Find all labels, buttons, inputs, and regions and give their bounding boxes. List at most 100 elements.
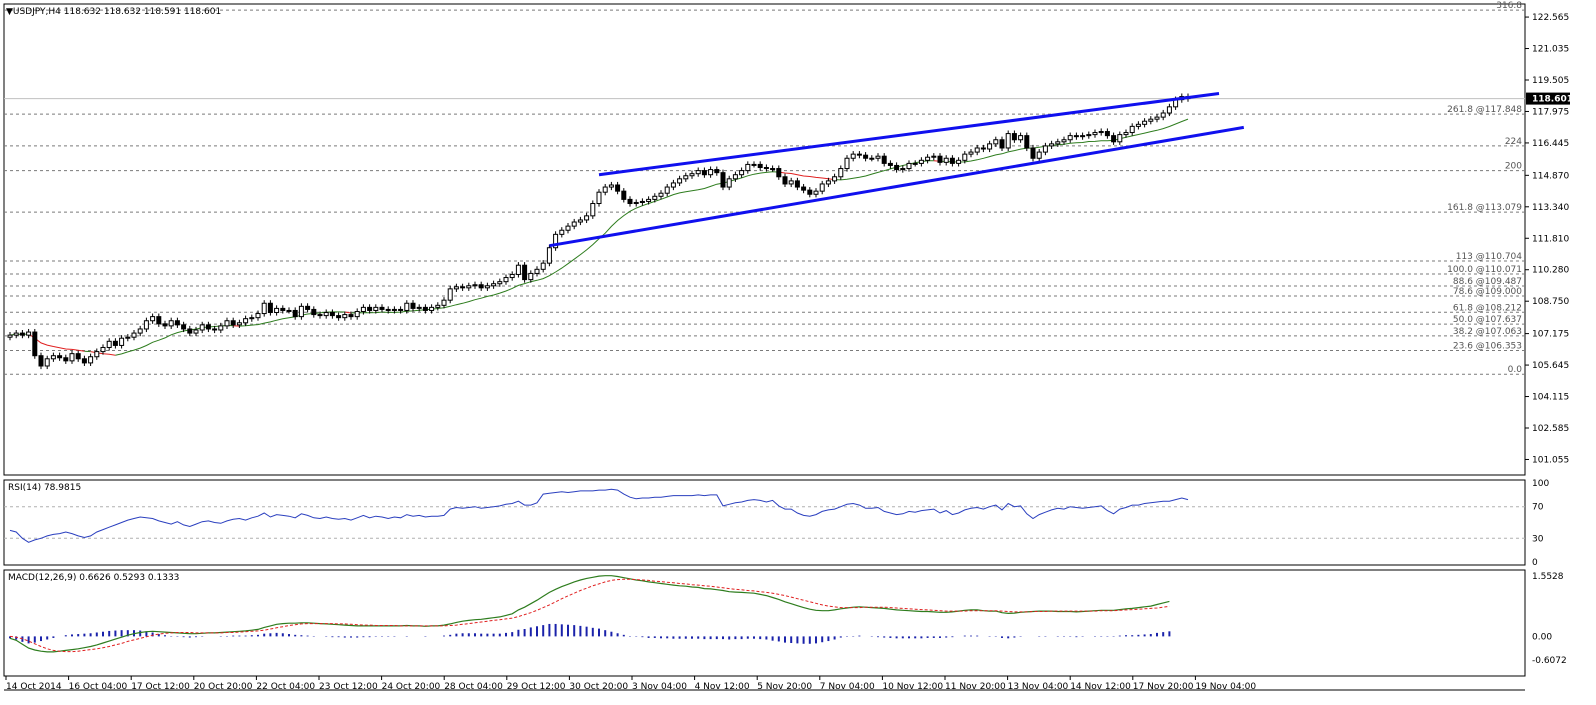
price-axis-label: 117.975 xyxy=(1532,107,1569,117)
trend-channel-lower[interactable] xyxy=(549,125,1245,248)
time-axis-label: 30 Oct 20:00 xyxy=(569,682,628,692)
candle-body xyxy=(949,157,955,164)
candle-body xyxy=(342,314,348,319)
price-axis-label: 110.280 xyxy=(1532,266,1569,276)
price-axis-label: 116.445 xyxy=(1532,139,1569,149)
fib-level-label: 100.0 @110.071 xyxy=(1447,265,1522,275)
rsi-line xyxy=(9,488,1189,543)
time-axis-label: 16 Oct 04:00 xyxy=(69,682,128,692)
candle-body xyxy=(447,288,453,301)
candle-body xyxy=(1067,135,1073,141)
candle-body xyxy=(937,155,943,163)
candle-body xyxy=(1154,116,1160,120)
macd-signal-line xyxy=(9,578,1170,653)
candle-body xyxy=(695,170,701,175)
fib-level-label: 38.2 @107.063 xyxy=(1453,327,1522,337)
candle-body xyxy=(274,307,280,314)
candle-body xyxy=(1036,151,1042,159)
time-axis-label: 20 Oct 20:00 xyxy=(194,682,253,692)
candle-body xyxy=(1142,120,1148,125)
candle-body xyxy=(466,285,472,289)
candle-body xyxy=(329,312,335,317)
candle-body xyxy=(615,184,621,192)
fib-level-label: 0.0 xyxy=(1508,365,1523,375)
candle-body xyxy=(745,163,751,172)
rsi-title: RSI(14) 78.9815 xyxy=(8,483,81,493)
candle-body xyxy=(391,308,397,311)
candle-body xyxy=(404,302,410,311)
candle-body xyxy=(1166,106,1172,114)
rsi-axis-label: 100 xyxy=(1532,479,1549,489)
moving-average-line xyxy=(28,333,85,352)
price-axis-label: 119.505 xyxy=(1532,76,1569,86)
macd-axis-label: 1.5528 xyxy=(1532,572,1564,582)
moving-average-line xyxy=(344,311,352,314)
time-axis-label: 4 Nov 12:00 xyxy=(695,682,750,692)
candle-body xyxy=(57,355,63,359)
candle-body xyxy=(875,155,881,159)
candle-body xyxy=(906,162,912,170)
candle-body xyxy=(683,175,689,180)
candle-body xyxy=(887,162,893,166)
candle-body xyxy=(565,225,571,231)
candle-body xyxy=(360,306,366,312)
candle-body xyxy=(453,286,459,290)
candle-body xyxy=(44,358,50,367)
candle-body xyxy=(522,264,528,281)
moving-average-line xyxy=(115,324,234,356)
candle-body xyxy=(336,315,342,319)
candle-body xyxy=(813,190,819,195)
time-axis-label: 5 Nov 20:00 xyxy=(757,682,812,692)
macd-axis-label: -0.6072 xyxy=(1532,656,1567,666)
candle-body xyxy=(553,233,559,249)
candle-body xyxy=(974,147,980,153)
candle-body xyxy=(156,316,162,325)
candle-body xyxy=(751,163,757,166)
moving-average-line xyxy=(778,171,835,181)
candle-body xyxy=(106,340,112,348)
candle-body xyxy=(590,203,596,217)
price-axis-label: 113.340 xyxy=(1532,203,1569,213)
time-axis-label: 13 Nov 04:00 xyxy=(1008,682,1069,692)
candle-body xyxy=(373,306,379,311)
time-axis-label: 14 Nov 12:00 xyxy=(1070,682,1131,692)
candle-body xyxy=(689,173,695,177)
candle-body xyxy=(410,302,416,309)
candle-body xyxy=(956,159,962,164)
candle-body xyxy=(962,153,968,161)
candle-body xyxy=(181,324,187,330)
candle-body xyxy=(714,169,720,174)
candle-body xyxy=(119,337,125,346)
candle-body xyxy=(13,332,19,336)
candle-body xyxy=(850,153,856,159)
candle-body xyxy=(770,168,776,171)
macd-title: MACD(12,26,9) 0.6626 0.5293 0.1333 xyxy=(8,573,179,583)
candle-body xyxy=(1123,132,1129,136)
fib-level-label: 113 @110.704 xyxy=(1456,252,1523,262)
fib-level-label: 224 xyxy=(1505,137,1522,147)
candle-body xyxy=(881,155,887,164)
candle-body xyxy=(292,309,298,318)
candle-body xyxy=(422,306,428,311)
candle-body xyxy=(348,314,354,318)
candle-body xyxy=(528,272,534,281)
trend-channel-upper[interactable] xyxy=(598,91,1220,177)
candle-body xyxy=(515,264,521,275)
candle-body xyxy=(726,178,732,188)
time-axis-label: 3 Nov 04:00 xyxy=(632,682,687,692)
current-price-tag xyxy=(1526,92,1570,105)
price-axis-label: 107.175 xyxy=(1532,330,1569,340)
candle-body xyxy=(224,320,230,327)
candle-body xyxy=(1111,135,1117,143)
price-panel-frame xyxy=(3,3,1526,476)
time-axis-label: 19 Nov 04:00 xyxy=(1195,682,1256,692)
candle-body xyxy=(1042,145,1048,153)
candle-body xyxy=(150,316,156,322)
candle-body xyxy=(379,306,385,310)
candle-body xyxy=(993,139,999,145)
candle-body xyxy=(646,198,652,202)
candle-body xyxy=(230,320,236,326)
candle-body xyxy=(1049,143,1055,147)
candle-body xyxy=(807,189,813,195)
